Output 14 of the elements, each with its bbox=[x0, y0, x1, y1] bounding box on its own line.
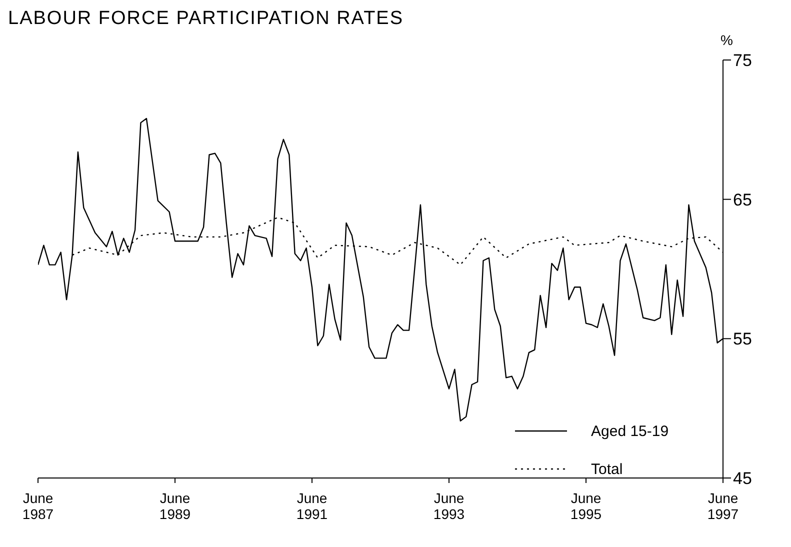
y-tick-label: 45 bbox=[733, 469, 752, 488]
x-tick-label: June 1989 bbox=[159, 490, 191, 522]
legend-label: Total bbox=[591, 460, 623, 478]
x-tick-label: June 1997 bbox=[707, 490, 739, 522]
x-tick-label: June 1991 bbox=[296, 490, 328, 522]
x-tick-label: June 1987 bbox=[22, 490, 54, 522]
y-tick-label: 65 bbox=[733, 190, 752, 210]
y-tick-label: 55 bbox=[733, 330, 752, 349]
x-tick-label: June 1995 bbox=[570, 490, 602, 522]
legend-label: Aged 15-19 bbox=[591, 422, 669, 440]
chart-title: LABOUR FORCE PARTICIPATION RATES bbox=[8, 8, 404, 30]
y-tick-label: 75 bbox=[733, 51, 752, 70]
y-axis-title: % bbox=[720, 32, 733, 48]
x-tick-label: June 1993 bbox=[433, 490, 465, 522]
